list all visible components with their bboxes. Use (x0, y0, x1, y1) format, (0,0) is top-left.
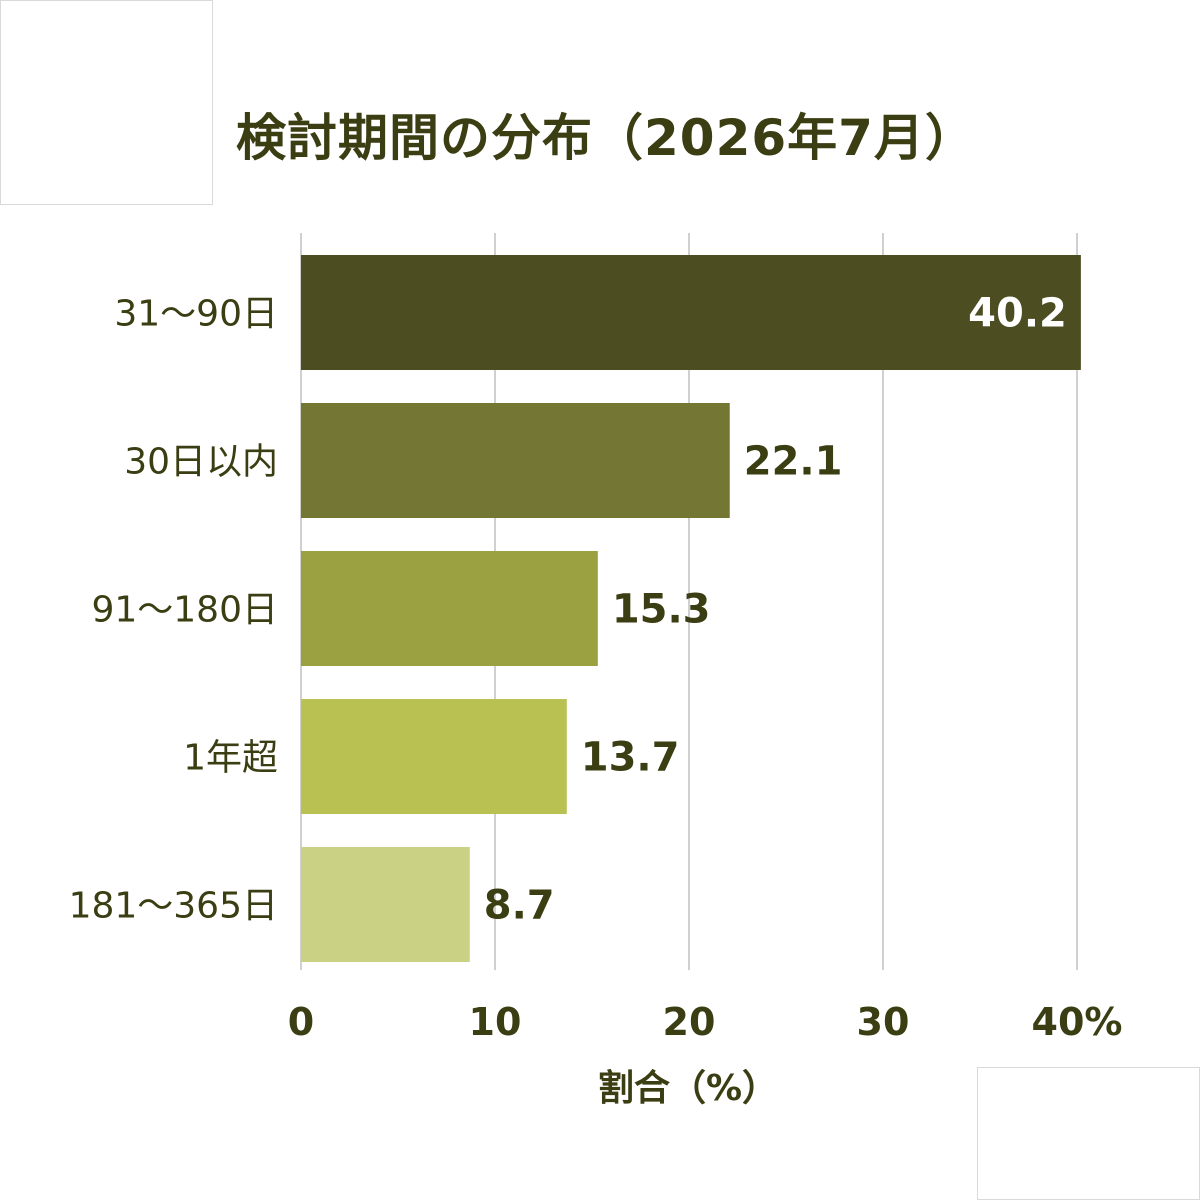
chart-title: 検討期間の分布（2026年7月） (236, 109, 976, 167)
x-axis-label: 割合（%） (598, 1068, 778, 1109)
corner-placeholder-bottom-right (977, 1067, 1200, 1200)
category-label-1: 31〜90日 (114, 294, 278, 335)
corner-placeholder-top-left (0, 0, 213, 205)
category-label-2: 30日以内 (124, 442, 278, 483)
value-label-5: 8.7 (484, 883, 555, 929)
x-tick-label-0: 0 (288, 1000, 314, 1044)
bar-2 (301, 403, 730, 518)
x-tick-label-30: 30 (857, 1000, 910, 1044)
bar-4 (301, 699, 567, 814)
category-label-4: 1年超 (183, 738, 278, 779)
value-label-4: 13.7 (581, 735, 680, 781)
x-tick-label-10: 10 (469, 1000, 522, 1044)
x-tick-label-40: 40% (1032, 1000, 1123, 1044)
value-label-1: 40.2 (968, 291, 1067, 337)
bar-5 (301, 847, 470, 962)
bar-1 (301, 255, 1081, 370)
value-label-3: 15.3 (612, 587, 711, 633)
label-layer: 0 10 20 30 40% 31〜90日 40.2 30日以内 22.1 91〜180日 15.3… (69, 291, 1123, 1045)
x-tick-label-20: 20 (663, 1000, 716, 1044)
bar-layer (301, 255, 1081, 962)
value-label-2: 22.1 (744, 439, 843, 485)
category-label-5: 181〜365日 (69, 886, 278, 927)
category-label-3: 91〜180日 (91, 590, 278, 631)
bar-3 (301, 551, 598, 666)
